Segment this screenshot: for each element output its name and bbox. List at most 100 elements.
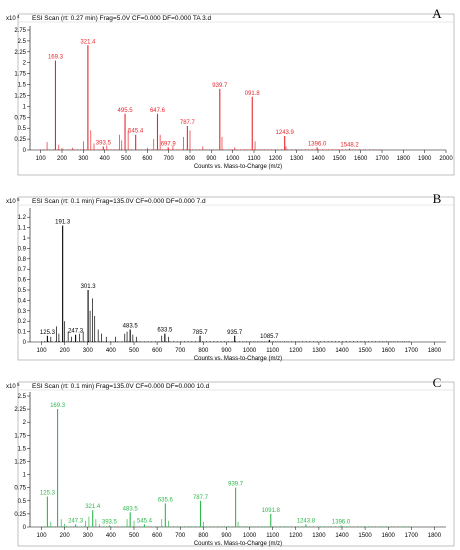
x-tick-label: 200 — [60, 348, 71, 354]
peak-label: 247.3 — [68, 518, 84, 524]
x-tick-label: 1700 — [375, 156, 389, 162]
x-tick-label: 900 — [221, 348, 232, 354]
peak-label: 1085.7 — [260, 334, 279, 340]
y-tick-label: 1.1 — [18, 226, 27, 232]
x-tick-label: 1200 — [289, 533, 303, 539]
y-tick-label: 0.25 — [14, 512, 26, 518]
peak-label: 247.3 — [68, 329, 84, 335]
peak-label: 633.5 — [157, 328, 173, 334]
x-tick-label: 700 — [164, 156, 175, 162]
x-tick-label: 600 — [142, 156, 153, 162]
peak-label: 1091.8 — [262, 508, 281, 514]
y-tick-label: 1.5 — [18, 446, 27, 452]
x-tick-label: 2000 — [439, 156, 453, 162]
y-tick-label: 1 — [23, 236, 27, 242]
x-tick-label: 300 — [83, 348, 94, 354]
y-tick-label: 1.25 — [14, 93, 26, 99]
x-tick-label: 400 — [106, 348, 117, 354]
x-tick-label: 1600 — [382, 348, 396, 354]
panel-frame — [17, 381, 455, 547]
peak-label: 321.4 — [85, 504, 101, 510]
panel-frame — [17, 196, 455, 361]
x-tick-label: 300 — [78, 156, 89, 162]
x-tick-label: 1500 — [333, 156, 347, 162]
x-tick-label: 1500 — [358, 348, 372, 354]
x-tick-label: 100 — [36, 156, 47, 162]
x-tick-label: 400 — [100, 156, 111, 162]
y-tick-label: 0.1 — [18, 330, 27, 336]
x-tick-label: 700 — [175, 533, 186, 539]
x-tick-label: 400 — [106, 533, 117, 539]
y-tick-label: 0.4 — [18, 298, 27, 304]
x-tick-label: 600 — [152, 348, 163, 354]
y-multiplier-exponent: 5 — [16, 382, 20, 387]
x-axis-title: Counts vs. Mass-to-Charge (m/z) — [194, 541, 282, 547]
x-tick-label: 1400 — [335, 348, 349, 354]
x-tick-label: 800 — [198, 533, 209, 539]
panel-letter: C — [433, 375, 442, 390]
panel-header: ESI Scan (rt: 0.1 min) Frag=135.0V CF=0.… — [32, 383, 210, 390]
peak-label: 483.5 — [123, 324, 139, 330]
y-tick-label: 0.5 — [18, 288, 27, 294]
x-tick-label: 1300 — [312, 348, 326, 354]
x-tick-label: 1000 — [243, 533, 257, 539]
x-tick-label: 600 — [152, 533, 163, 539]
y-tick-label: 2.5 — [18, 394, 27, 400]
x-tick-label: 800 — [198, 348, 209, 354]
x-tick-label: 800 — [185, 156, 196, 162]
y-tick-label: 0 — [23, 148, 27, 154]
peak-label: 495.5 — [118, 108, 134, 114]
x-tick-label: 300 — [83, 533, 94, 539]
y-tick-label: 0 — [23, 340, 27, 346]
peak-label: 787.7 — [193, 495, 209, 501]
x-tick-label: 200 — [57, 156, 68, 162]
y-tick-label: 0.5 — [18, 126, 27, 132]
x-tick-label: 1400 — [311, 156, 325, 162]
x-tick-label: 1100 — [266, 348, 280, 354]
peak-label: 169.3 — [48, 55, 64, 61]
peak-label: 125.3 — [40, 491, 56, 497]
peak-label: 647.6 — [150, 108, 166, 114]
x-tick-label: 1400 — [335, 533, 349, 539]
y-tick-label: 1.25 — [14, 460, 26, 466]
x-tick-label: 1800 — [428, 348, 442, 354]
peak-label: 939.7 — [228, 482, 244, 488]
x-axis-title: Counts vs. Mass-to-Charge (m/z) — [194, 356, 282, 362]
peak-label: 1396.0 — [308, 141, 327, 147]
x-tick-label: 1100 — [266, 533, 280, 539]
y-tick-label: 0.3 — [18, 309, 27, 315]
peak-label: 169.3 — [50, 403, 66, 409]
y-multiplier-exponent: 5 — [16, 197, 20, 202]
x-tick-label: 900 — [221, 533, 232, 539]
y-multiplier-exponent: 4 — [16, 14, 20, 19]
peak-label: 091.8 — [245, 91, 261, 97]
y-tick-label: 0 — [23, 525, 27, 531]
x-tick-label: 700 — [175, 348, 186, 354]
y-tick-label: 1.75 — [14, 72, 26, 78]
x-tick-label: 500 — [129, 533, 140, 539]
y-tick-label: 0.75 — [14, 486, 26, 492]
peak-label: 1243.9 — [276, 130, 295, 136]
panel-a: ESI Scan (rt: 0.27 min) Frag=5.0V CF=0.0… — [6, 6, 455, 176]
y-tick-label: 1.5 — [18, 83, 27, 89]
y-tick-label: 0.75 — [14, 115, 26, 121]
x-tick-label: 1800 — [428, 533, 442, 539]
x-tick-label: 1000 — [243, 348, 257, 354]
y-tick-label: 2 — [23, 61, 27, 67]
y-tick-label: 2.5 — [18, 39, 27, 45]
y-tick-label: 0.5 — [18, 499, 27, 505]
panel-letter: B — [433, 191, 442, 206]
peak-label: 1396.0 — [332, 519, 351, 525]
peak-label: 939.7 — [212, 83, 228, 89]
peak-label: 393.5 — [96, 141, 112, 147]
x-tick-label: 1300 — [290, 156, 304, 162]
y-multiplier: x10 5 — [6, 382, 20, 390]
panel-letter: A — [432, 6, 442, 21]
panel-header: ESI Scan (rt: 0.27 min) Frag=5.0V CF=0.0… — [32, 15, 212, 22]
peak-label: 787.7 — [180, 120, 196, 126]
peak-label: 125.3 — [40, 330, 56, 336]
y-tick-label: 1.2 — [18, 215, 27, 221]
y-tick-label: 2.25 — [14, 50, 26, 56]
peak-label: 301.3 — [81, 284, 97, 290]
